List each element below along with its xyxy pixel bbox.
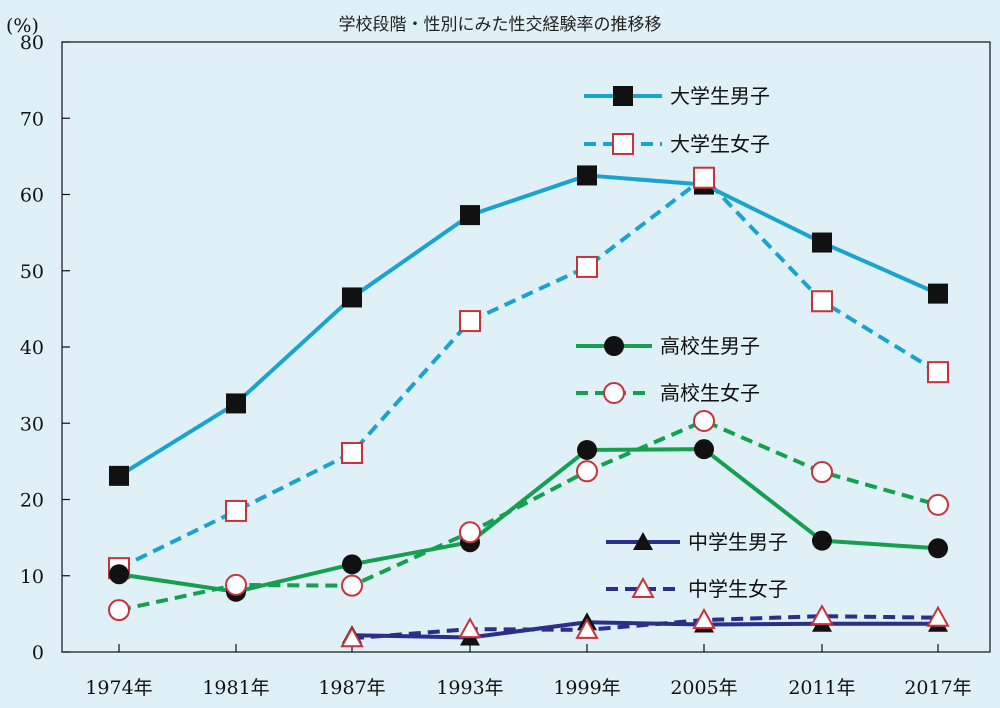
legend-entry: 高校生女子: [576, 381, 760, 405]
y-tick-label: 20: [20, 490, 44, 512]
legend-entry: 高校生男子: [576, 334, 760, 358]
x-axis: 1974年 1981年 1987年 1993年 1999年 2005年 2011年 2017年: [85, 644, 972, 699]
data-point: [810, 604, 834, 626]
data-point: [108, 599, 130, 622]
data-point: [576, 255, 598, 278]
series-5: [340, 604, 950, 648]
y-axis-unit-label: (%): [6, 15, 39, 37]
series-1: [108, 166, 949, 580]
data-point: [226, 393, 246, 414]
series-line: [118, 175, 940, 570]
legend-label: 高校生女子: [660, 381, 760, 405]
series-3: [108, 409, 949, 622]
x-tick-label: 2011年: [788, 677, 855, 699]
y-tick-label: 70: [20, 108, 44, 130]
data-point: [225, 573, 247, 596]
data-point: [577, 439, 597, 460]
data-point: [459, 521, 481, 544]
data-point: [811, 290, 833, 313]
y-tick-label: 40: [20, 337, 44, 359]
legend-label: 大学生男子: [670, 84, 770, 108]
data-point: [812, 232, 832, 253]
data-point: [613, 86, 633, 106]
data-point: [693, 409, 715, 432]
series-line: [117, 173, 939, 478]
data-point: [603, 382, 625, 404]
data-point: [633, 532, 653, 550]
legend-label: 中学生女子: [688, 577, 788, 601]
plot-area: [61, 41, 991, 653]
data-point: [692, 607, 716, 629]
y-tick-label: 60: [20, 185, 44, 207]
legend-entry: 大学生女子: [584, 132, 770, 156]
data-point: [342, 554, 362, 575]
series-line: [118, 418, 939, 613]
data-point: [460, 205, 480, 226]
x-tick-label: 2017年: [904, 677, 971, 699]
data-point: [341, 441, 363, 464]
data-point: [109, 465, 129, 486]
data-point: [927, 361, 949, 384]
data-point: [604, 336, 624, 356]
series-line: [351, 614, 939, 641]
data-point: [575, 617, 599, 639]
series-layer: [108, 165, 950, 648]
legend-label: 高校生男子: [660, 334, 760, 358]
data-point: [927, 493, 949, 516]
legend-entry: 中学生女子: [606, 576, 788, 601]
data-point: [631, 576, 655, 598]
x-tick-label: 1974年: [85, 677, 152, 699]
data-point: [812, 530, 832, 551]
legend-label: 中学生男子: [688, 530, 788, 554]
y-axis: 0 10 20 30 40 50 60 70 80: [20, 32, 70, 664]
x-tick-label: 1999年: [553, 677, 620, 699]
data-point: [612, 133, 634, 155]
data-point: [225, 499, 247, 522]
legend-entry: 大学生男子: [584, 84, 770, 108]
y-tick-label: 10: [20, 566, 44, 588]
data-point: [459, 310, 481, 333]
y-tick-label: 30: [20, 413, 44, 435]
x-tick-label: 2005年: [670, 677, 737, 699]
x-tick-label: 1993年: [436, 677, 503, 699]
data-point: [576, 460, 598, 483]
data-point: [342, 287, 362, 308]
x-tick-label: 1981年: [202, 677, 269, 699]
data-point: [694, 439, 714, 460]
data-point: [577, 165, 597, 186]
data-point: [341, 574, 363, 597]
series-0: [109, 165, 948, 486]
y-tick-label: 80: [20, 32, 44, 54]
legend-entry: 中学生男子: [606, 530, 788, 554]
data-point: [458, 617, 482, 639]
data-point: [928, 283, 948, 304]
data-point: [926, 605, 950, 627]
legend-label: 大学生女子: [670, 132, 770, 156]
data-point: [693, 166, 715, 189]
y-tick-label: 50: [20, 261, 44, 283]
data-point: [811, 461, 833, 484]
chart-title: 学校段階・性別にみた性交経験率の推移移: [339, 15, 662, 35]
data-point: [109, 564, 129, 585]
series-line: [118, 447, 939, 594]
data-point: [928, 538, 948, 559]
data-point: [340, 626, 364, 648]
y-tick-label: 0: [32, 642, 44, 664]
x-tick-label: 1987年: [318, 677, 385, 699]
